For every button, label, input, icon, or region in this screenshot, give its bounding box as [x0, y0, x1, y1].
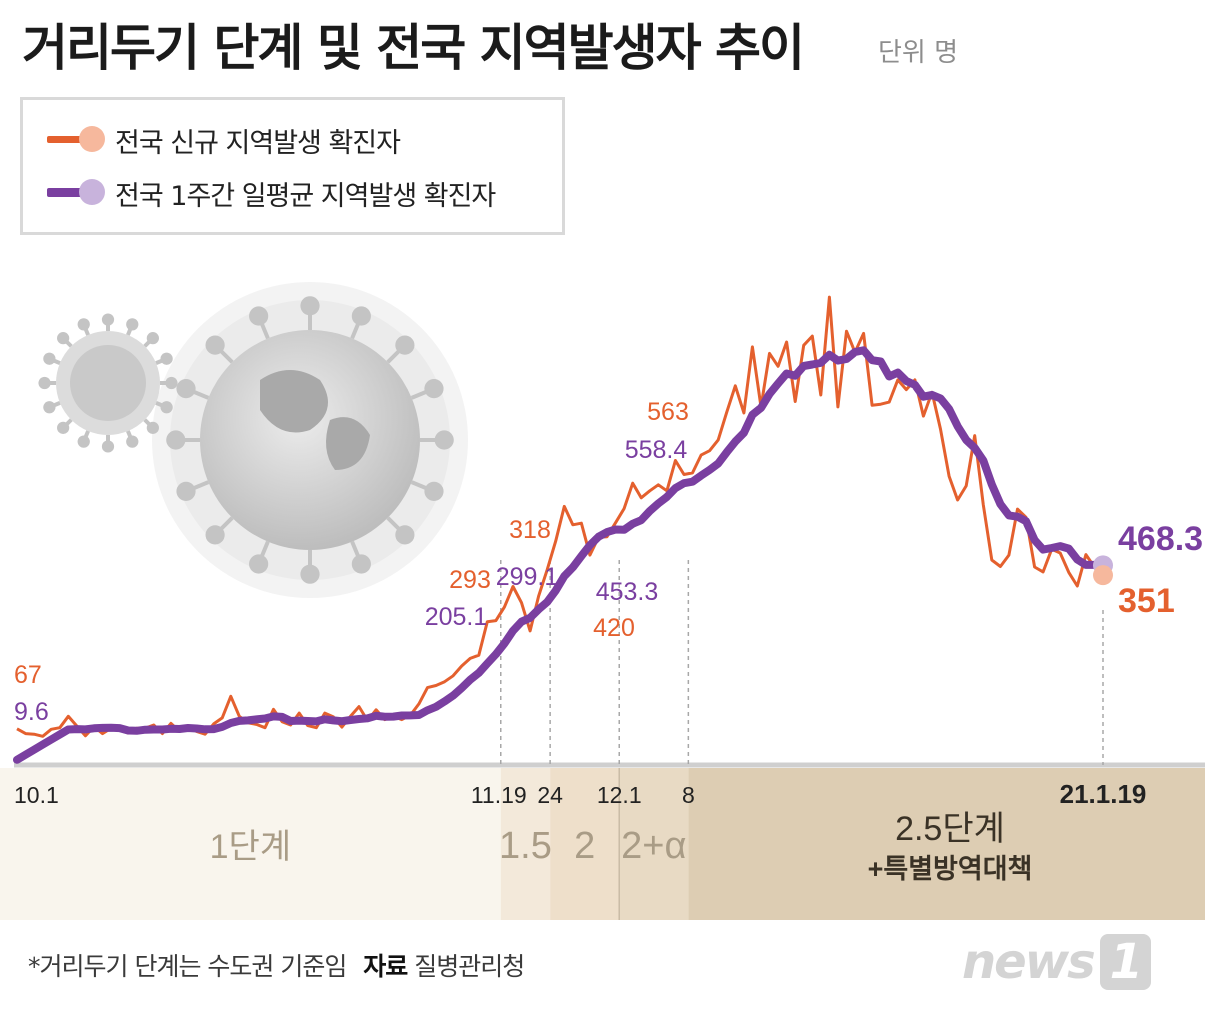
data-label-daily: 563 [647, 398, 689, 426]
data-label-daily: 318 [509, 516, 551, 544]
virus-spike-head [77, 318, 90, 331]
legend-label-weekly-avg: 전국 1주간 일평균 지역발생 확진자 [115, 180, 496, 212]
virus-spike-head [249, 306, 269, 326]
x-tick-label: 12.1 [597, 782, 642, 808]
virus-spike-head [351, 554, 371, 574]
virus-spike-head [395, 335, 415, 355]
x-tick-label: 11.19 [471, 782, 527, 808]
unit-label: 단위 명 [878, 38, 959, 68]
stage-band [550, 768, 620, 920]
x-tick-label: 10.1 [14, 782, 59, 808]
legend-swatch-weekly-avg [43, 173, 105, 213]
virus-spike-head [165, 376, 178, 390]
legend-item-weekly-avg: 전국 1주간 일평균 지역발생 확진자 [43, 173, 496, 213]
virus-spike-head [205, 525, 225, 545]
page-title: 거리두기 단계 및 전국 지역발생자 추이 [22, 19, 805, 77]
virus-spike-head [166, 430, 186, 450]
virus-spike-head [57, 332, 70, 345]
stage-band [0, 768, 501, 920]
news1-logo: news 1 [962, 934, 1152, 990]
x-tick-label: 8 [682, 782, 695, 808]
globe-continent-shape [326, 417, 370, 470]
legend: 전국 신규 지역발생 확진자 전국 1주간 일평균 지역발생 확진자 [20, 97, 565, 235]
logo-text: news [962, 934, 1096, 990]
stage-bands [0, 768, 1205, 920]
globe-icon [200, 330, 420, 550]
virus-spike-head [300, 296, 320, 316]
virus-spike-head [395, 525, 415, 545]
virus-spike-head [176, 481, 196, 501]
data-label-weekly-avg: 453.3 [596, 578, 659, 606]
virus-spike-head [249, 554, 269, 574]
virus-spike-head [101, 313, 115, 326]
stage-band [500, 768, 551, 920]
virus-spike-head [77, 435, 90, 448]
virus-illustration [38, 282, 468, 598]
series-line-weekly-avg [13, 346, 1107, 764]
legend-swatch-daily [43, 120, 105, 160]
virus-spike-head [351, 306, 371, 326]
virus-spike-head [126, 318, 139, 331]
stage-label: 1단계 [210, 828, 291, 866]
data-label-weekly-avg: 558.4 [625, 436, 688, 464]
stage-band [688, 768, 1205, 920]
stage-label: 2.5단계 [895, 810, 1005, 848]
virus-spike-head [126, 435, 139, 448]
virus-spike-head [43, 401, 56, 414]
data-labels: 67 318 563 293 420 351 9.6 205.1 299.1 453.3 558.4… [14, 398, 1203, 726]
virus-spike-head [424, 481, 444, 501]
virus-spike-head [434, 430, 454, 450]
stage-sublabel: +특별방역대책 [868, 854, 1033, 884]
data-label-daily: 67 [14, 661, 42, 689]
virus-spike-head [146, 421, 159, 434]
stage-labels: 1단계 1.5 2 2+α 2.5단계 +특별방역대책 [210, 810, 1033, 884]
stage-label: 2+α [621, 825, 686, 867]
x-tick-label: 24 [537, 782, 563, 808]
virus-spike-head [43, 352, 56, 365]
data-label-daily: 293 [449, 566, 491, 594]
x-tick-label: 21.1.19 [1060, 779, 1147, 809]
footnote: *거리두기 단계는 수도권 기준임 자료 질병관리청 [28, 947, 525, 983]
legend-label-daily: 전국 신규 지역발생 확진자 [115, 127, 401, 159]
globe-continent-shape [260, 370, 328, 433]
x-tick-labels: 10.1 11.19 24 12.1 8 21.1.19 [14, 779, 1146, 809]
virus-spikes [38, 296, 454, 584]
logo-mark: 1 [1099, 934, 1152, 990]
data-label-weekly-avg: 205.1 [425, 603, 488, 631]
end-point-daily [1093, 565, 1113, 586]
data-label-daily: 420 [593, 614, 635, 642]
data-label-weekly-avg: 299.1 [496, 563, 559, 591]
stage-band [619, 768, 689, 920]
virus-spike-head [146, 332, 159, 345]
stage-label: 1.5 [499, 825, 552, 867]
footnote-note: *거리두기 단계는 수도권 기준임 [28, 952, 347, 981]
virus-spike-head [424, 379, 444, 399]
stage-label: 2 [574, 825, 595, 867]
legend-item-daily: 전국 신규 지역발생 확진자 [43, 120, 401, 160]
data-label-weekly-avg: 468.3 [1118, 520, 1203, 558]
virus-spike-head [160, 352, 173, 365]
source-label: 자료 [363, 952, 408, 981]
virus-spike-head [300, 564, 320, 584]
virus-small-core [70, 345, 146, 421]
virus-spike-head [205, 335, 225, 355]
data-label-daily: 351 [1118, 582, 1175, 620]
source-name: 질병관리청 [414, 952, 525, 981]
virus-spike-head [176, 379, 196, 399]
virus-spike-head [101, 440, 115, 453]
data-label-weekly-avg: 9.6 [14, 698, 49, 726]
virus-spike-head [57, 421, 70, 434]
virus-spike-head [160, 401, 173, 414]
virus-spike-head [38, 376, 51, 390]
